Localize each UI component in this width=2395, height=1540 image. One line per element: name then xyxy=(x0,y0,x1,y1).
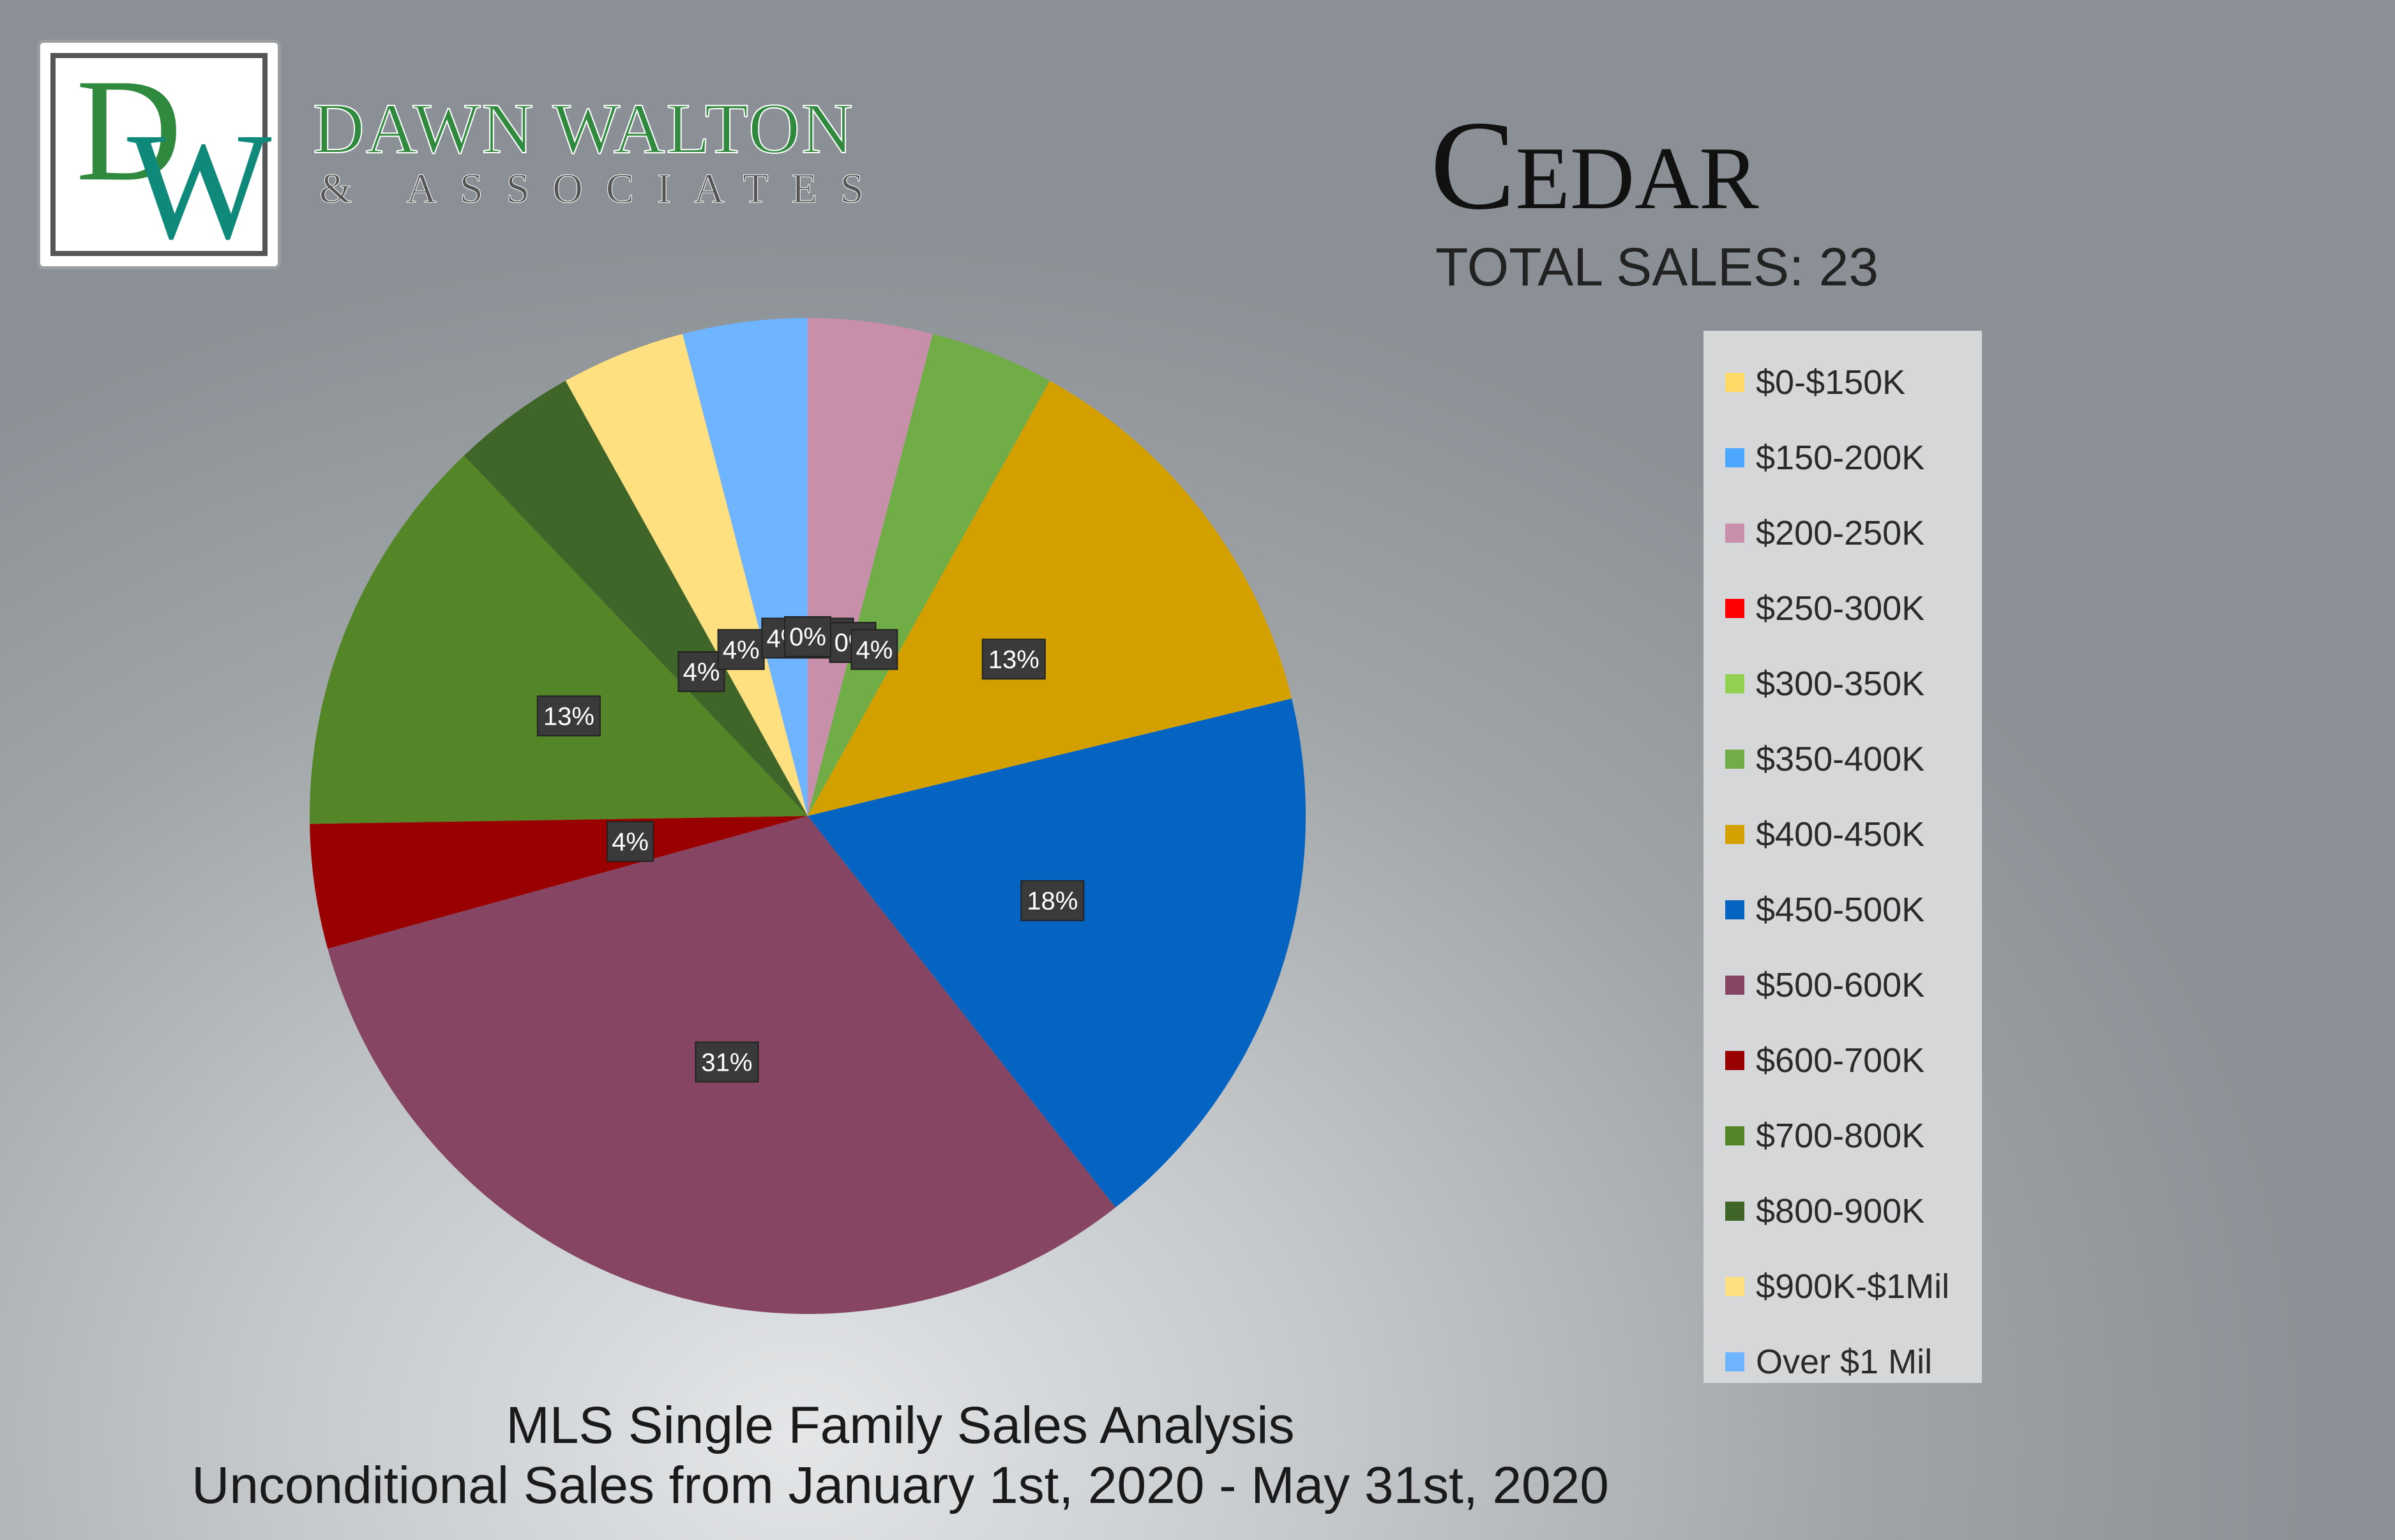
legend-label: $400-450K xyxy=(1756,815,1925,854)
legend-item-200-250k: $200-250K xyxy=(1704,495,1982,571)
pie-slice-over-1-mil xyxy=(683,318,808,816)
legend-item-350-400k: $350-400K xyxy=(1704,721,1982,797)
legend-label: $700-800K xyxy=(1756,1117,1925,1155)
pie-slice-400-450k xyxy=(808,381,1292,816)
brand-name: DAWN WALTON xyxy=(312,89,854,169)
legend-swatch xyxy=(1725,900,1744,919)
pie-slices xyxy=(310,318,1306,1314)
legend-item-over-1-mil: Over $1 Mil xyxy=(1704,1324,1982,1400)
legend-label: $900K-$1Mil xyxy=(1756,1267,1950,1306)
legend-label: $300-350K xyxy=(1756,665,1925,703)
svg-text:13%: 13% xyxy=(988,645,1039,674)
chart-title: Cedar xyxy=(1430,95,1759,236)
data-label-800-900k: 4% xyxy=(677,651,725,692)
legend-label: $200-250K xyxy=(1756,514,1925,552)
legend-swatch xyxy=(1725,674,1744,693)
data-label-600-700k: 4% xyxy=(607,820,654,862)
legend-item-400-450k: $400-450K xyxy=(1704,797,1982,872)
data-label-400-450k: 13% xyxy=(981,638,1046,680)
svg-text:4%: 4% xyxy=(856,636,893,664)
legend-swatch xyxy=(1725,1352,1744,1371)
legend-label: $150-200K xyxy=(1756,439,1925,477)
legend-swatch xyxy=(1725,825,1744,844)
data-label-150-200k: 0% xyxy=(784,616,831,658)
legend-swatch xyxy=(1725,448,1744,467)
legend-label: $0-$150K xyxy=(1756,363,1906,402)
pie-slice-900k-1mil xyxy=(565,334,808,816)
legend-item-300-350k: $300-350K xyxy=(1704,646,1982,721)
legend-swatch xyxy=(1725,750,1744,769)
legend-label: $800-900K xyxy=(1756,1192,1925,1230)
legend-label: $350-400K xyxy=(1756,740,1925,778)
svg-text:0%: 0% xyxy=(789,623,826,651)
pie-slice-600-700k xyxy=(310,816,808,949)
pie-slice-800-900k xyxy=(464,381,808,816)
legend-item-250-300k: $250-300K xyxy=(1704,571,1982,646)
legend-label: $250-300K xyxy=(1756,589,1925,628)
logo-frame: D W xyxy=(50,49,272,271)
pie-slice-200-250k xyxy=(808,318,933,816)
legend-item-500-600k: $500-600K xyxy=(1704,947,1982,1023)
data-label-700-800k: 13% xyxy=(536,695,601,737)
pie-slice-700-800k xyxy=(310,455,808,824)
data-label-900k-1mil: 4% xyxy=(717,629,765,670)
legend-swatch xyxy=(1725,1277,1744,1296)
legend-label: $600-700K xyxy=(1756,1041,1925,1080)
legend-swatch xyxy=(1725,1126,1744,1145)
svg-text:18%: 18% xyxy=(1027,887,1078,916)
legend-item-700-800k: $700-800K xyxy=(1704,1098,1982,1174)
pie-slice-450-500k xyxy=(808,698,1306,1208)
data-label-500-600k: 31% xyxy=(695,1041,759,1083)
legend-swatch xyxy=(1725,524,1744,543)
legend-swatch xyxy=(1725,373,1744,392)
data-label-350-400k: 4% xyxy=(850,629,898,670)
logo-letter-d: D xyxy=(76,49,183,211)
data-label-450-500k: 18% xyxy=(1020,880,1085,921)
svg-text:4%: 4% xyxy=(683,658,720,686)
svg-text:31%: 31% xyxy=(701,1048,752,1076)
legend-item-600-700k: $600-700K xyxy=(1704,1023,1982,1098)
pie-data-labels: 4%0%0%4%13%18%31%4%13%4%4%4%0%0% xyxy=(536,616,1085,1083)
legend-item-900k-1mil: $900K-$1Mil xyxy=(1704,1249,1982,1324)
logo-letter-w: W xyxy=(127,101,272,271)
svg-text:4%: 4% xyxy=(612,828,649,856)
pie-slice-350-400k xyxy=(808,334,1050,816)
legend-item-800-900k: $800-900K xyxy=(1704,1174,1982,1249)
legend-item-150-200k: $150-200K xyxy=(1704,420,1982,495)
legend-item-0-150k: $0-$150K xyxy=(1704,345,1982,420)
total-sales: TOTAL SALES: 23 xyxy=(1435,237,1879,297)
logo: D W xyxy=(37,40,281,271)
legend: $0-$150K $150-200K $200-250K $250-300K $300-… xyxy=(1704,331,1982,1383)
svg-text:13%: 13% xyxy=(543,702,594,730)
legend-label: $500-600K xyxy=(1756,966,1925,1004)
footer-date-range: Unconditional Sales from January 1st, 20… xyxy=(192,1456,1609,1514)
legend-label: $450-500K xyxy=(1756,891,1925,929)
legend-swatch xyxy=(1725,1051,1744,1070)
brand-subtitle: & ASSOCIATES xyxy=(319,165,887,213)
legend-swatch xyxy=(1725,1202,1744,1221)
legend-swatch xyxy=(1725,976,1744,995)
svg-text:4%: 4% xyxy=(723,636,760,664)
legend-label: Over $1 Mil xyxy=(1756,1343,1933,1381)
legend-swatch xyxy=(1725,599,1744,618)
footer-title: MLS Single Family Sales Analysis xyxy=(506,1396,1295,1454)
legend-item-450-500k: $450-500K xyxy=(1704,872,1982,947)
